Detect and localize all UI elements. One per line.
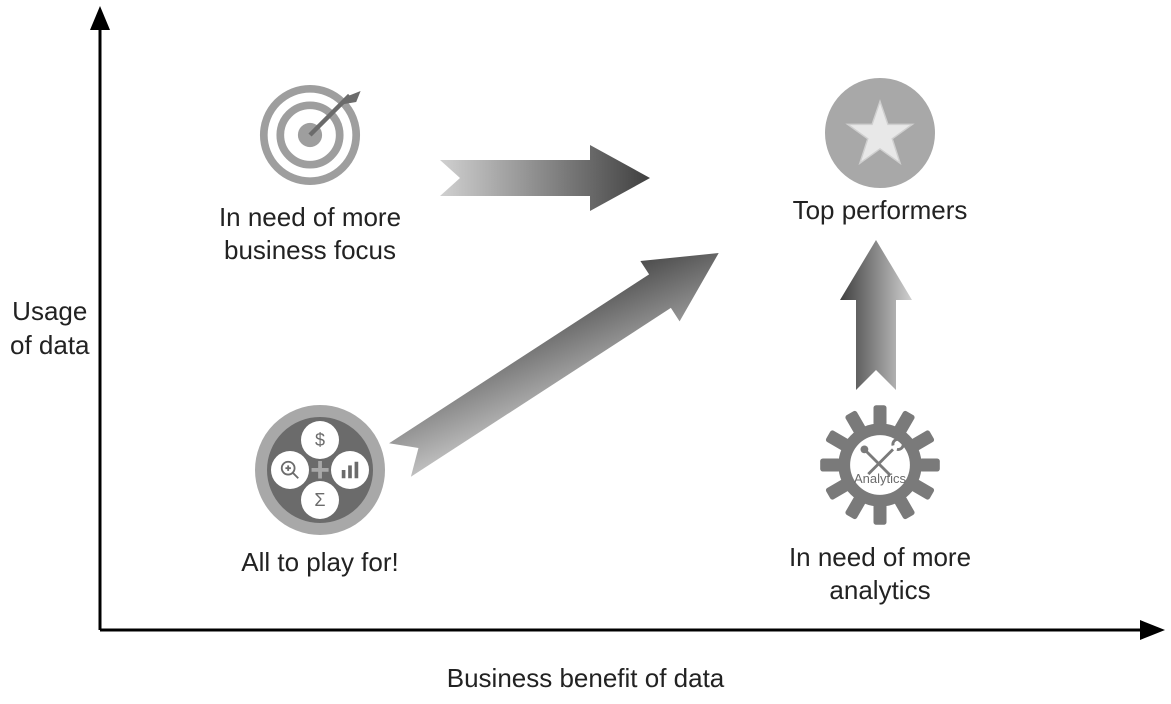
quadrant-bottom-left-label: All to play for!	[210, 546, 430, 579]
arrow-business-focus-to-top	[440, 145, 650, 211]
y-axis-arrowhead	[90, 6, 110, 30]
target-icon	[255, 80, 365, 195]
quadrant-bottom-left: $ Σ + All to play for!	[210, 405, 430, 579]
x-axis-label: Business benefit of data	[0, 663, 1171, 694]
analytics-compound-icon: $ Σ +	[255, 405, 385, 535]
x-axis-label-text: Business benefit of data	[447, 663, 725, 693]
quadrant-top-right-label: Top performers	[760, 194, 1000, 227]
star-badge-icon	[825, 78, 935, 188]
y-axis-label: Usageof data	[10, 295, 90, 363]
magnify-plus-icon	[271, 451, 309, 489]
gear-analytics-icon: Analytics	[815, 400, 945, 535]
plus-icon: +	[305, 455, 335, 485]
y-axis-label-text: Usageof data	[10, 296, 90, 360]
quadrant-bottom-right: Analytics In need of moreanalytics	[760, 400, 1000, 606]
quadrant-top-left-label: In need of morebusiness focus	[195, 201, 425, 266]
arrow-all-to-play-to-top	[380, 223, 738, 490]
quadrant-bottom-right-label: In need of moreanalytics	[760, 541, 1000, 606]
gear-inner-text: Analytics	[854, 471, 907, 486]
quadrant-top-right: Top performers	[760, 78, 1000, 227]
diagram-canvas: Usageof data Business benefit of data In…	[0, 0, 1171, 704]
x-axis-arrowhead	[1140, 620, 1165, 640]
bar-chart-icon	[331, 451, 369, 489]
quadrant-top-left: In need of morebusiness focus	[195, 80, 425, 266]
arrow-analytics-to-top	[840, 240, 912, 390]
